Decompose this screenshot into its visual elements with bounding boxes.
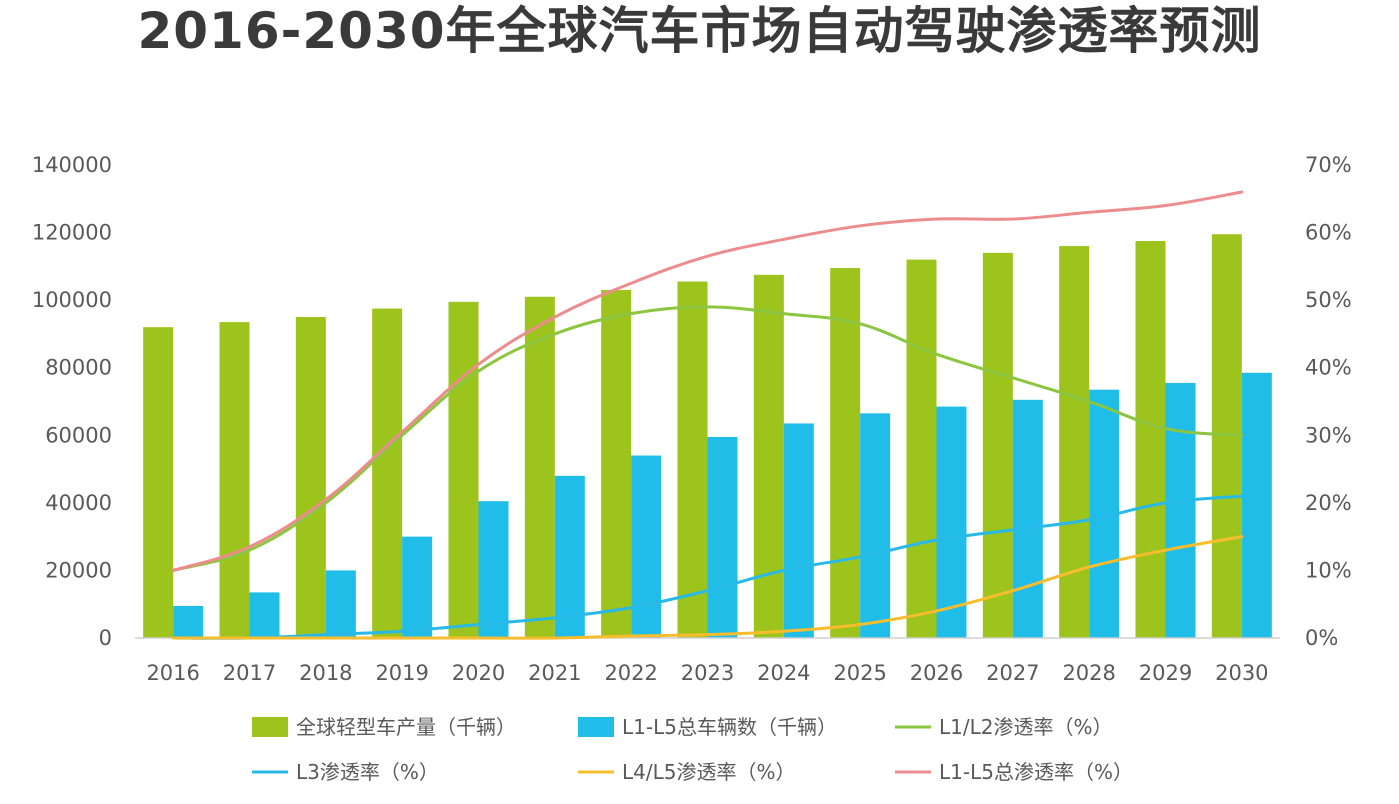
l1-l5-vehicles-bar xyxy=(478,501,509,638)
x-tick-label: 2023 xyxy=(681,661,734,685)
production-bar xyxy=(143,327,174,638)
y-right-tick-label: 60% xyxy=(1305,221,1352,245)
y-right-tick-label: 50% xyxy=(1305,288,1352,312)
legend-l1-l5-vehicles-swatch xyxy=(578,717,614,737)
production-bar xyxy=(906,259,937,638)
l1-l5-vehicles-bar xyxy=(936,406,967,638)
x-tick-label: 2030 xyxy=(1215,661,1268,685)
production-bar xyxy=(448,301,479,638)
l1-l5-vehicles-bar xyxy=(783,423,814,638)
l1-l5-vehicles-bar xyxy=(1012,399,1043,638)
x-tick-label: 2026 xyxy=(910,661,963,685)
production-bar xyxy=(753,274,784,638)
x-tick-label: 2021 xyxy=(528,661,581,685)
x-tick-label: 2019 xyxy=(375,661,428,685)
production-bar xyxy=(295,317,326,638)
l4-l5-penetration-line xyxy=(171,535,1244,640)
l1-l5-vehicles-bar xyxy=(402,536,433,638)
l1-l2-penetration-line xyxy=(171,305,1244,572)
legend-l4-l5-label: L4/L5渗透率（%） xyxy=(622,760,795,784)
y-right-tick-label: 30% xyxy=(1305,423,1352,447)
l1-l5-vehicles-bar xyxy=(173,605,204,638)
x-tick-label: 2029 xyxy=(1139,661,1192,685)
y-left-tick-label: 80000 xyxy=(45,356,112,380)
x-tick-label: 2017 xyxy=(223,661,276,685)
y-left-tick-label: 40000 xyxy=(45,491,112,515)
y-right-tick-label: 0% xyxy=(1305,626,1338,650)
l1-l5-vehicles-bar xyxy=(554,475,585,638)
x-tick-label: 2027 xyxy=(986,661,1039,685)
production-bar xyxy=(830,268,861,638)
chart-title: 2016-2030年全球汽车市场自动驾驶渗透率预测 xyxy=(137,2,1262,60)
y-right-tick-label: 20% xyxy=(1305,491,1352,515)
y-left-tick-label: 0 xyxy=(99,626,112,650)
legend-l1-l2-label: L1/L2渗透率（%） xyxy=(939,715,1112,739)
legend-production-swatch xyxy=(252,717,288,737)
x-tick-label: 2025 xyxy=(833,661,886,685)
l1-l5-vehicles-bar xyxy=(707,436,738,638)
y-left-tick-label: 140000 xyxy=(32,153,112,177)
x-tick-label: 2020 xyxy=(452,661,505,685)
legend-l1-l5-vehicles-label: L1-L5总车辆数（千辆） xyxy=(622,715,837,739)
production-bar xyxy=(372,308,403,638)
l1-l5-vehicles-bar xyxy=(631,455,662,638)
y-right-tick-label: 40% xyxy=(1305,356,1352,380)
y-left-tick-label: 100000 xyxy=(32,288,112,312)
l1-l5-vehicles-bar xyxy=(860,413,891,638)
production-bar xyxy=(1059,246,1090,639)
legend-l3-label: L3渗透率（%） xyxy=(296,760,439,784)
y-right-tick-label: 10% xyxy=(1305,558,1352,582)
l1-l5-vehicles-bar xyxy=(325,570,356,638)
legend-l1-l5-total-label: L1-L5总渗透率（%） xyxy=(939,760,1133,784)
l1-l5-vehicles-bar xyxy=(249,592,280,638)
y-left-tick-label: 60000 xyxy=(45,423,112,447)
x-tick-label: 2022 xyxy=(604,661,657,685)
production-bar xyxy=(601,290,632,638)
legend-production-label: 全球轻型车产量（千辆） xyxy=(296,715,516,739)
l1-l5-vehicles-bar xyxy=(1241,372,1272,638)
y-right-tick-label: 70% xyxy=(1305,153,1352,177)
production-bar xyxy=(677,281,708,638)
x-tick-label: 2028 xyxy=(1062,661,1115,685)
production-bar xyxy=(1135,241,1166,638)
l3-penetration-line xyxy=(171,494,1244,640)
production-bar xyxy=(524,296,555,638)
production-bar xyxy=(982,252,1013,639)
production-bar xyxy=(219,322,250,638)
x-tick-label: 2024 xyxy=(757,661,810,685)
y-left-tick-label: 120000 xyxy=(32,221,112,245)
y-left-tick-label: 20000 xyxy=(45,558,112,582)
l1-l5-total-penetration-line xyxy=(171,190,1244,572)
l1-l5-vehicles-bar xyxy=(1165,382,1196,638)
x-tick-label: 2018 xyxy=(299,661,352,685)
x-tick-label: 2016 xyxy=(146,661,199,685)
